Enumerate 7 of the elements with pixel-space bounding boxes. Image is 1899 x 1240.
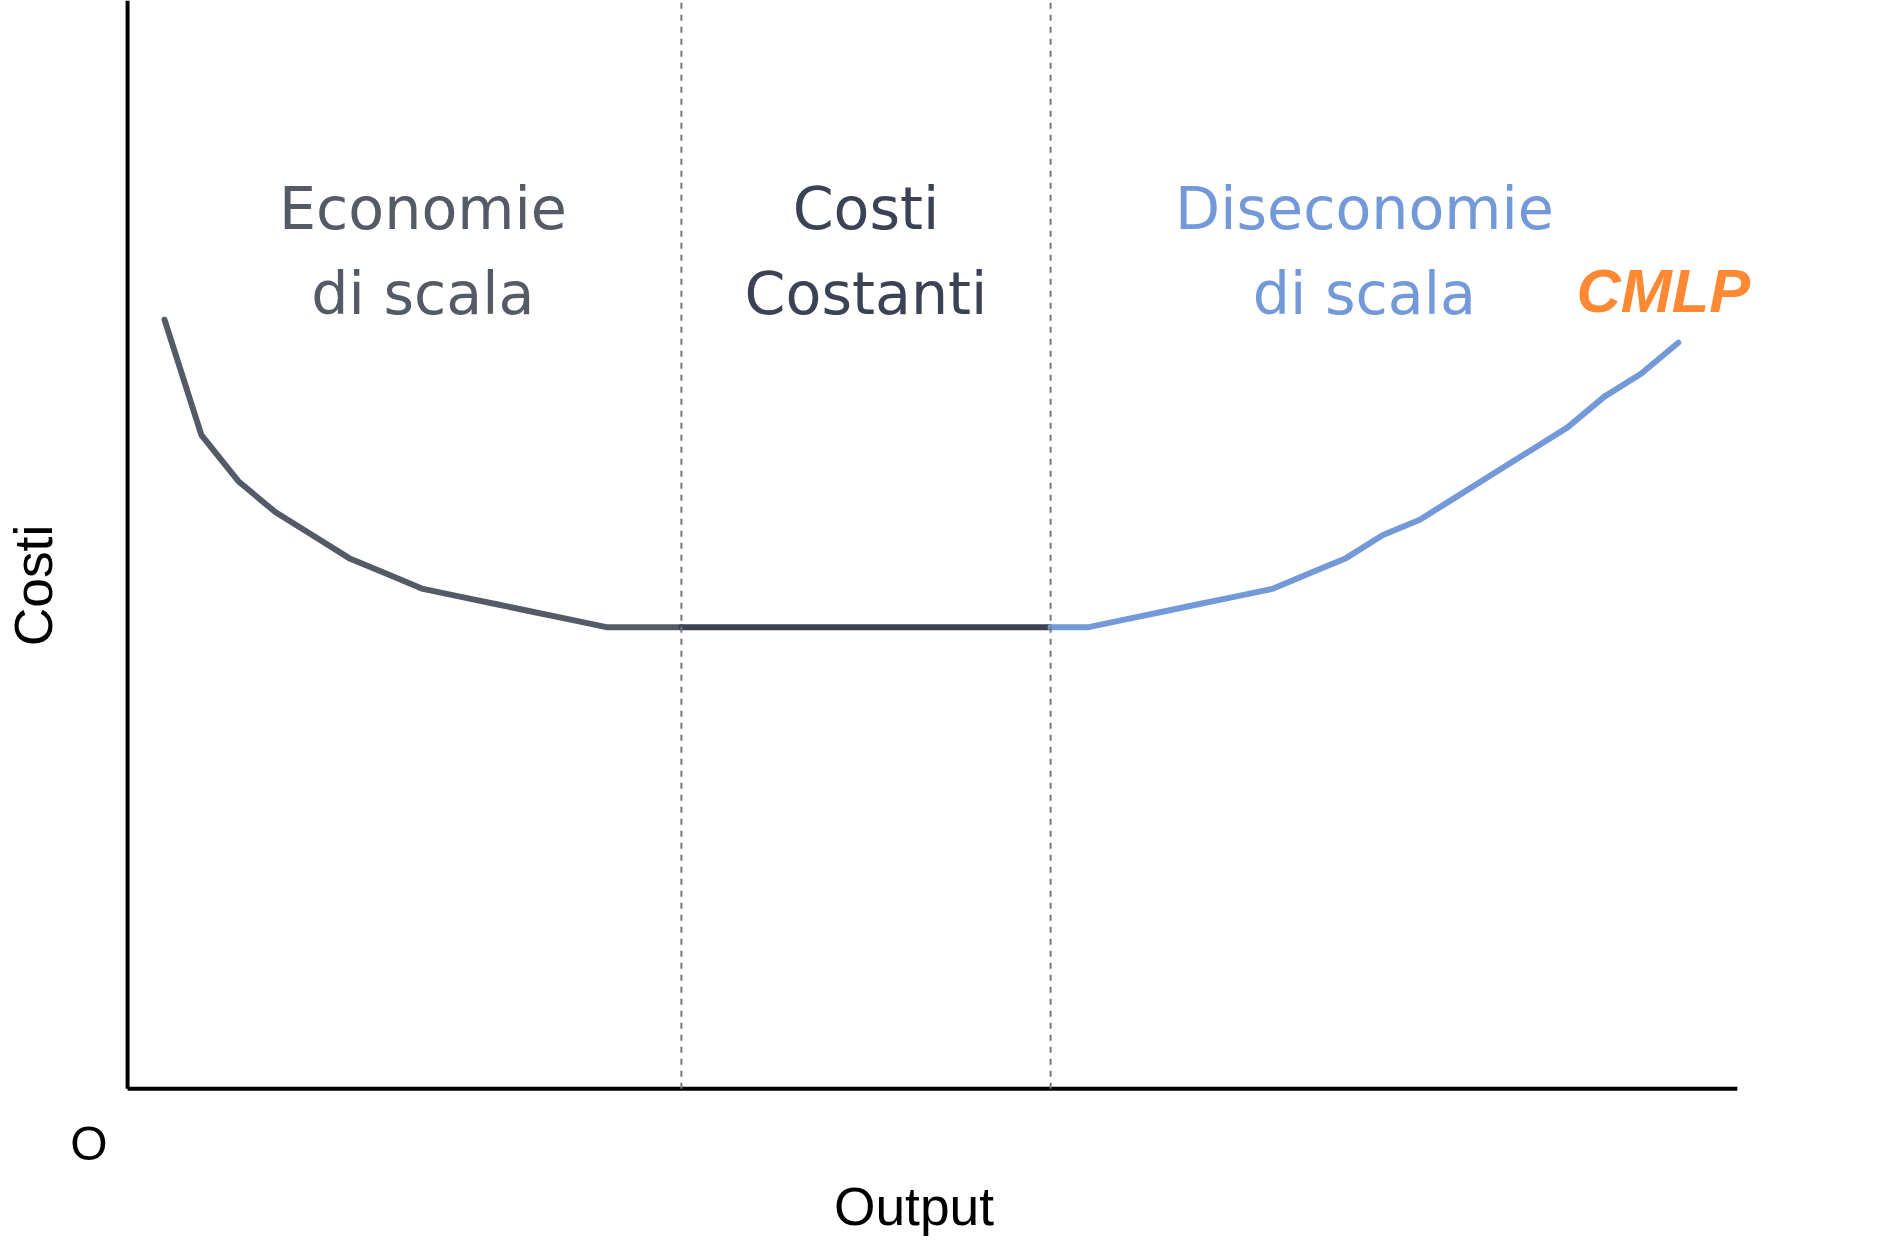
x-axis-title: Output <box>833 1176 995 1236</box>
annotation: CMLP <box>1576 255 1751 325</box>
y-axis-title: Costi <box>3 524 63 647</box>
annotation: Economie di scala <box>279 174 567 328</box>
text: O <box>70 1116 108 1170</box>
annotation: Diseconomie di scala <box>1175 174 1554 328</box>
annotation: Costi Costanti <box>744 174 988 328</box>
